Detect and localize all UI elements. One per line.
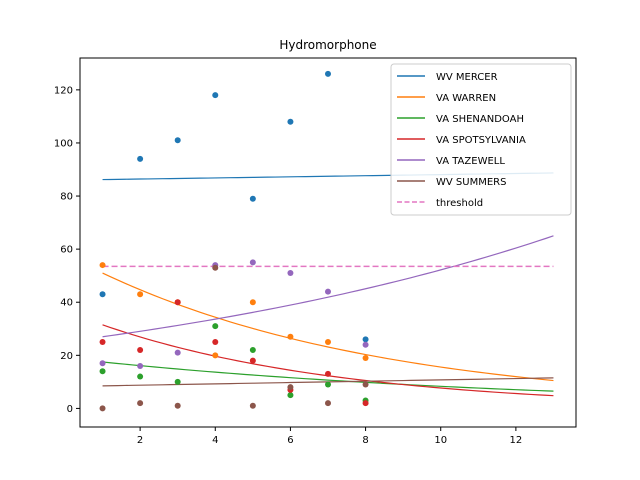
data-point [249,195,256,202]
legend-label: VA SPOTSYLVANIA [436,135,526,146]
data-point [212,352,219,359]
data-point [137,155,144,162]
trend-line [102,361,554,392]
data-point [137,400,144,407]
legend-label: VA TAZEWELL [436,156,505,167]
legend-box [390,63,572,216]
data-point [99,339,106,346]
data-point [174,378,181,385]
data-point [174,299,181,306]
y-tick-label: 0 [67,404,73,415]
data-point [325,70,331,77]
data-point [287,333,294,340]
x-tick-label: 6 [287,435,293,446]
y-tick-label: 120 [54,85,73,96]
data-point [325,400,331,407]
data-point [99,360,106,367]
data-point [99,405,106,412]
trend-line [102,235,554,338]
data-point [137,291,144,298]
plot-area [99,70,554,412]
legend-label: VA WARREN [436,93,496,104]
data-point [362,354,369,361]
y-tick-label: 80 [60,192,73,203]
data-point [287,118,294,125]
data-point [325,288,331,295]
data-point [174,349,181,356]
data-point [212,323,219,330]
data-point [212,339,219,346]
data-point [287,384,294,391]
data-point [362,341,369,348]
data-point [249,357,256,364]
data-point [137,362,144,369]
data-point [212,92,219,99]
data-point [362,336,369,343]
plot-frame [79,57,577,428]
x-tick-label: 12 [510,435,523,446]
data-point [287,270,294,277]
data-point [99,368,106,375]
y-tick-label: 40 [60,298,73,309]
x-tick-label: 8 [362,435,368,446]
data-point [362,400,369,407]
legend-label: VA SHENANDOAH [436,114,524,125]
data-point [287,392,294,399]
data-point [325,381,331,388]
legend-label: WV MERCER [436,72,498,83]
data-point [99,291,106,298]
data-point [325,339,331,346]
y-tick-label: 20 [60,351,73,362]
data-point [249,347,256,354]
legend-label: WV SUMMERS [436,177,506,188]
legend-label: threshold [436,198,483,209]
data-point [249,299,256,306]
x-tick-label: 4 [212,435,218,446]
data-point [212,264,219,271]
data-point [99,262,106,269]
data-point [249,259,256,266]
data-point [325,370,331,377]
data-point [174,137,181,144]
x-tick-label: 10 [434,435,447,446]
data-point [137,373,144,380]
data-point [174,402,181,409]
data-point [137,347,144,354]
data-point [249,402,256,409]
data-point [362,381,369,388]
chart-title: Hydromorphone [279,38,376,52]
y-tick-label: 100 [54,138,73,149]
y-tick-label: 60 [60,245,73,256]
x-tick-label: 2 [137,435,143,446]
legend: WV MERCER VA WARREN VA SHENANDOAH VA SPOTSY… [390,63,572,216]
